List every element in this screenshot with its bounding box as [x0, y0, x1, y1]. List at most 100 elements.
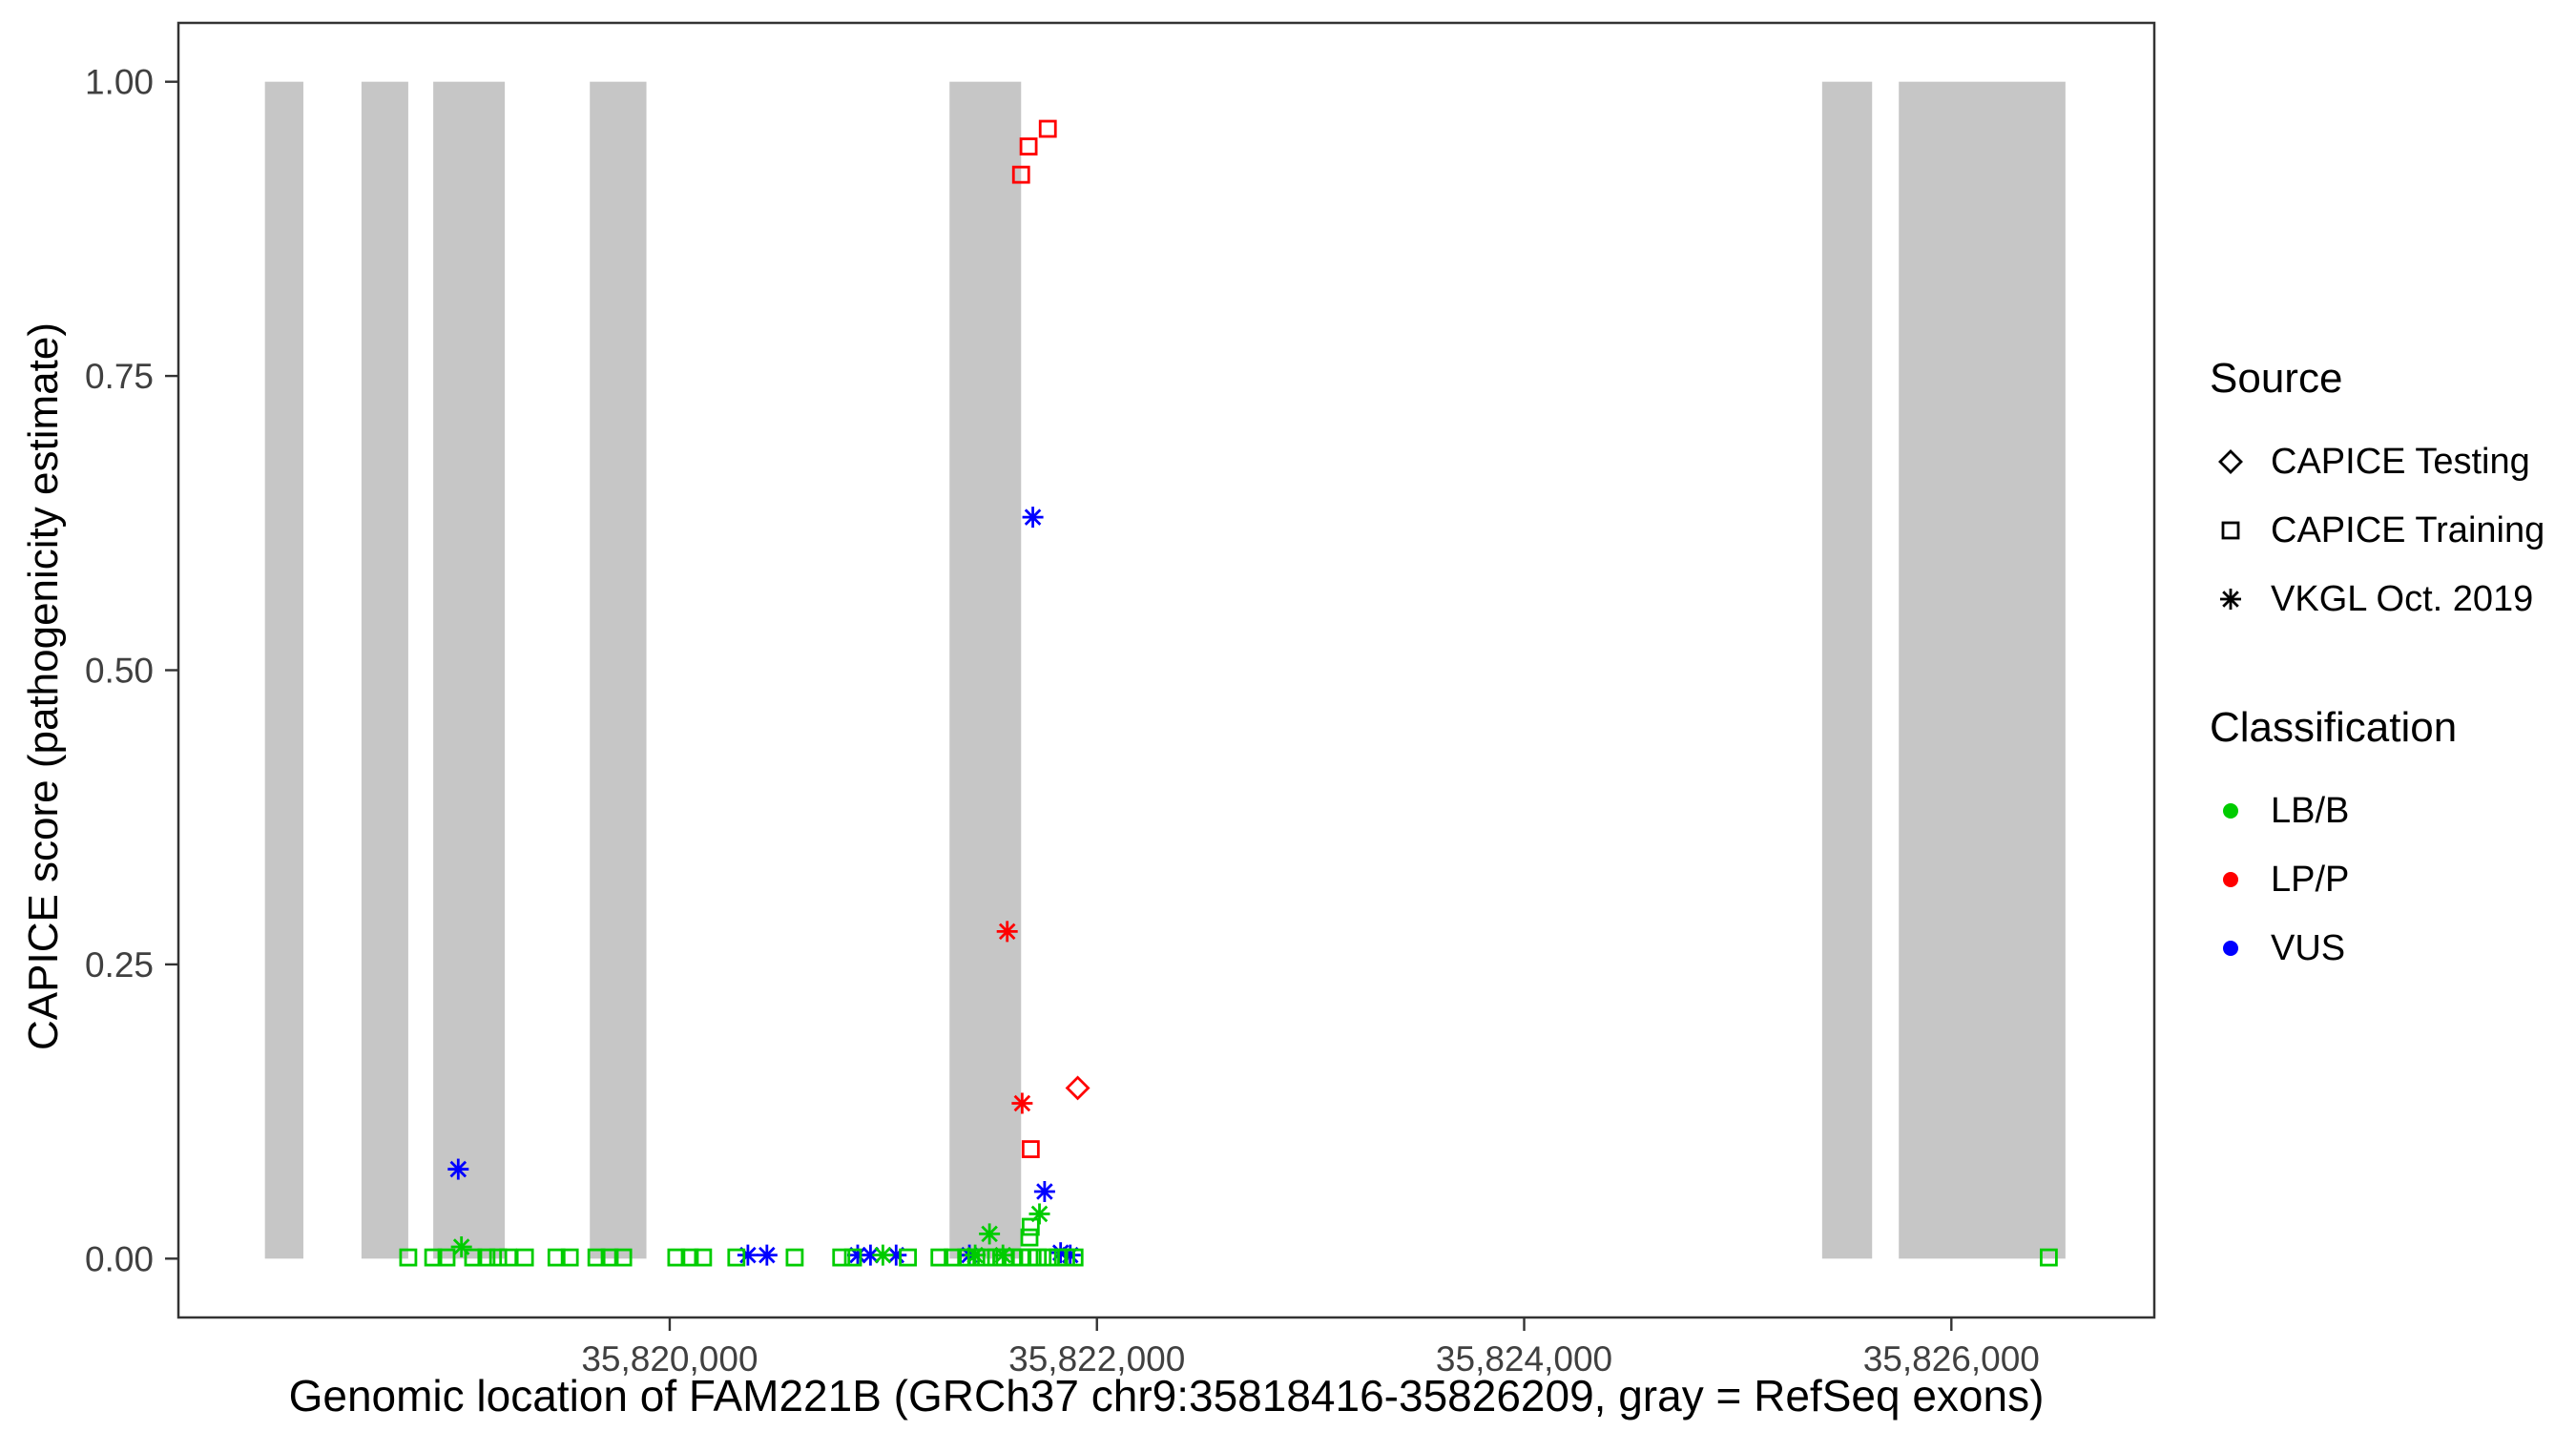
- square-marker: [2039, 1248, 2058, 1267]
- x-tick-label: 35,826,000: [1863, 1339, 2040, 1379]
- asterisk-marker: [979, 1223, 1001, 1245]
- square-marker: [547, 1248, 566, 1267]
- legend-item: LP/P: [2210, 845, 2576, 914]
- dot-marker: [2223, 941, 2238, 956]
- diamond-marker: [1065, 1075, 1091, 1101]
- asterisk-marker: [1022, 507, 1044, 529]
- dot-marker: [2223, 803, 2238, 819]
- square-marker: [899, 1248, 917, 1267]
- scatter-plot-canvas: 35,820,000 35,822,000 35,824,000 35,826,000…: [85, 21, 2156, 1379]
- square-marker: [1021, 1217, 1040, 1236]
- legend-item: CAPICE Training: [2210, 496, 2576, 565]
- square-marker: [832, 1248, 851, 1267]
- square-marker: [667, 1248, 686, 1267]
- square-marker: [587, 1248, 606, 1267]
- asterisk-marker: [1033, 1181, 1055, 1203]
- asterisk-marker: [450, 1235, 472, 1257]
- dot-icon: [2223, 941, 2238, 956]
- asterisk-marker: [447, 1158, 469, 1180]
- square-marker: [1019, 137, 1038, 156]
- x-tick-label: 35,824,000: [1436, 1339, 1612, 1379]
- exon-bar: [433, 81, 506, 1259]
- x-tick-label: 35,822,000: [1008, 1339, 1185, 1379]
- asterisk-marker: [1011, 1092, 1033, 1114]
- square-marker: [1011, 165, 1030, 184]
- dot-icon: [2223, 803, 2238, 819]
- square-marker: [1020, 1228, 1039, 1247]
- square-marker: [515, 1248, 534, 1267]
- square-marker: [930, 1248, 949, 1267]
- legend-source-group: Source CAPICE Testing CAPICE Training VKGL…: [2210, 355, 2576, 633]
- legend-item: CAPICE Testing: [2210, 427, 2576, 496]
- square-marker: [1038, 119, 1057, 138]
- square-marker: [477, 1248, 496, 1267]
- x-axis-title: Genomic location of FAM221B (GRCh37 chr9…: [288, 1371, 2045, 1421]
- square-marker: [785, 1248, 804, 1267]
- asterisk-marker: [1059, 1244, 1081, 1266]
- square-marker: [977, 1248, 995, 1267]
- square-marker: [2221, 521, 2240, 540]
- square-icon: [2221, 521, 2240, 540]
- y-axis-title: CAPICE score (pathogenicity estimate): [20, 322, 67, 1051]
- legend-item-label: LB/B: [2271, 790, 2350, 831]
- legend-item-label: VUS: [2271, 927, 2346, 968]
- square-marker: [694, 1248, 713, 1267]
- square-marker: [957, 1248, 976, 1267]
- x-tick-label: 35,820,000: [581, 1339, 758, 1379]
- exon-bar: [361, 81, 408, 1259]
- legend-item: LB/B: [2210, 777, 2576, 845]
- square-marker: [464, 1248, 483, 1267]
- asterisk-marker: [996, 921, 1018, 943]
- square-marker: [399, 1248, 418, 1267]
- square-marker: [680, 1248, 699, 1267]
- asterisk-marker: [872, 1244, 894, 1266]
- square-marker: [424, 1248, 443, 1267]
- y-tick-label: 0.25: [85, 945, 154, 985]
- legend-item-label: CAPICE Testing: [2271, 441, 2530, 482]
- exon-bar: [264, 81, 303, 1259]
- square-marker: [944, 1248, 963, 1267]
- y-tick-label: 0.50: [85, 652, 154, 691]
- asterisk-marker: [756, 1244, 778, 1266]
- y-tick-label: 0.75: [85, 357, 154, 396]
- square-marker: [600, 1248, 619, 1267]
- legend-item-label: CAPICE Training: [2271, 509, 2545, 550]
- square-marker: [966, 1248, 986, 1267]
- y-tick-label: 0.00: [85, 1239, 154, 1278]
- square-marker: [488, 1248, 508, 1267]
- dot-icon: [2223, 872, 2238, 887]
- dot-marker: [2223, 872, 2238, 887]
- asterisk-icon: [2220, 589, 2241, 610]
- legend-item-label: LP/P: [2271, 859, 2350, 900]
- square-marker: [1028, 1248, 1048, 1267]
- legend-classification-title: Classification: [2210, 704, 2458, 751]
- square-marker: [560, 1248, 579, 1267]
- legend-source-title: Source: [2210, 355, 2343, 402]
- square-marker: [1038, 1248, 1057, 1267]
- legend-source-items: CAPICE Testing CAPICE Training VKGL Oct. 2…: [2210, 427, 2576, 633]
- legend-item: VKGL Oct. 2019: [2210, 565, 2576, 633]
- exon-bar: [1899, 81, 2066, 1259]
- square-marker: [437, 1248, 456, 1267]
- square-marker: [843, 1248, 862, 1267]
- exon-bar: [949, 81, 1022, 1259]
- exon-bar: [1821, 81, 1873, 1259]
- asterisk-marker: [2220, 589, 2241, 610]
- plot-panel-border: [177, 21, 2156, 1319]
- square-marker: [613, 1248, 633, 1267]
- legend-classification-group: Classification LB/B LP/P VUS: [2210, 704, 2576, 983]
- square-marker: [1021, 1140, 1040, 1158]
- square-marker: [1065, 1248, 1084, 1267]
- legend-item-label: VKGL Oct. 2019: [2271, 578, 2534, 619]
- diamond-icon: [2218, 449, 2243, 474]
- asterisk-marker: [737, 1244, 758, 1266]
- square-marker: [499, 1248, 518, 1267]
- legend: Source CAPICE Testing CAPICE Training VKGL…: [2210, 355, 2576, 983]
- legend-item: VUS: [2210, 914, 2576, 983]
- y-tick-label: 1.00: [85, 63, 154, 102]
- legend-classification-items: LB/B LP/P VUS: [2210, 777, 2576, 983]
- square-marker: [727, 1248, 746, 1267]
- diamond-marker: [2218, 449, 2243, 474]
- exon-bar: [590, 81, 647, 1259]
